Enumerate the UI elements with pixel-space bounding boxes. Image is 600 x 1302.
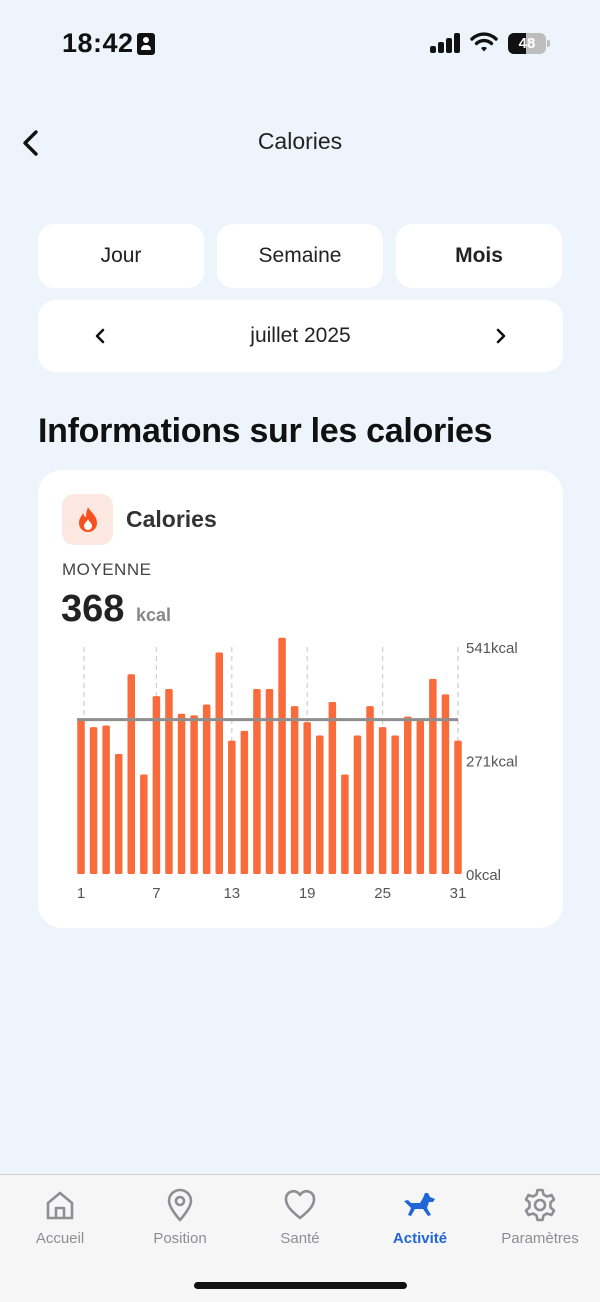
chart-bar	[77, 719, 85, 874]
back-button[interactable]	[16, 124, 50, 162]
status-bar: 18:42 48	[0, 0, 600, 90]
chart-bar	[152, 696, 161, 874]
y-tick-label: 0kcal	[466, 867, 501, 884]
chart-bar	[127, 674, 136, 874]
heart-icon	[284, 1189, 316, 1220]
contact-card-icon	[137, 33, 155, 55]
flame-icon-badge	[62, 494, 113, 545]
bottom-tab-bar: Accueil Position Santé Activité Paramètr…	[0, 1174, 600, 1302]
chart-bar	[89, 727, 98, 874]
x-tick-label: 1	[77, 885, 85, 902]
chart-bar	[316, 735, 324, 874]
battery-percent: 48	[518, 35, 536, 52]
x-tick-label: 7	[152, 885, 160, 902]
average-unit: kcal	[136, 605, 172, 625]
cellular-signal-icon	[430, 33, 462, 53]
location-pin-icon	[167, 1188, 193, 1222]
chart-bar	[265, 688, 274, 874]
header: Calories	[0, 110, 600, 176]
current-month-label: juillet 2025	[250, 324, 351, 347]
flame-icon	[78, 506, 97, 532]
tab-label: Activité	[392, 1230, 448, 1247]
x-tick-label: 13	[223, 885, 240, 902]
chart-bar	[391, 735, 399, 874]
month-navigator: juillet 2025	[38, 300, 563, 372]
chart-bar	[353, 735, 362, 874]
calories-card: Calories MOYENNE 368 kcal 541kcal 271kcal…	[38, 470, 563, 928]
battery-icon: 48	[508, 33, 550, 54]
tab-label: Paramètres	[501, 1230, 579, 1247]
x-tick-label: 19	[299, 885, 316, 902]
tab-position[interactable]: Position	[120, 1175, 240, 1265]
chart-bar	[102, 725, 110, 874]
chart-bar	[140, 774, 148, 874]
tab-jour[interactable]: Jour	[38, 224, 204, 288]
chevron-left-icon	[95, 328, 105, 344]
x-tick-label: 31	[450, 885, 467, 902]
status-time: 18:42	[62, 28, 134, 58]
tab-parametres[interactable]: Paramètres	[480, 1175, 600, 1265]
tab-label: Santé	[280, 1230, 320, 1247]
x-tick-label: 25	[374, 885, 391, 902]
chart-bar	[290, 706, 299, 874]
chevron-left-icon	[23, 130, 38, 156]
chart-bar	[429, 678, 437, 874]
home-indicator	[194, 1282, 407, 1289]
chart-bar	[240, 730, 249, 874]
previous-month-button[interactable]	[82, 318, 118, 354]
average-value: 368	[61, 588, 125, 630]
period-selector: Jour Semaine Mois	[38, 224, 563, 288]
y-tick-label: 541kcal	[466, 640, 518, 657]
tab-label: Accueil	[35, 1230, 85, 1247]
chart-bar	[190, 715, 198, 874]
tab-activite[interactable]: Activité	[360, 1175, 480, 1265]
card-title: Calories	[126, 506, 217, 532]
chart-bar	[202, 704, 211, 874]
chart-bar	[228, 740, 236, 874]
average-label: MOYENNE	[62, 560, 152, 579]
tab-mois[interactable]: Mois	[396, 224, 562, 288]
chart-bar	[278, 637, 286, 874]
y-tick-label: 271kcal	[466, 753, 518, 770]
tab-semaine[interactable]: Semaine	[217, 224, 383, 288]
chart-bar	[416, 720, 425, 874]
chart-bar	[177, 713, 186, 874]
page-title: Calories	[257, 128, 343, 154]
chart-bar	[215, 652, 223, 874]
chart-bar	[114, 753, 123, 874]
chart-bar	[454, 740, 462, 874]
chart-bar	[328, 701, 337, 874]
wifi-icon	[470, 32, 498, 52]
chart-bar	[441, 694, 450, 874]
next-month-button[interactable]	[483, 318, 519, 354]
chart-bar	[165, 688, 173, 874]
tab-label: Position	[153, 1230, 207, 1247]
chart-bar	[303, 722, 311, 874]
chart-bar	[378, 727, 387, 874]
running-dog-icon	[404, 1193, 435, 1216]
chart-bar	[403, 716, 412, 874]
chart-bar	[341, 774, 349, 874]
gear-icon	[524, 1188, 556, 1222]
tab-accueil[interactable]: Accueil	[0, 1175, 120, 1265]
chart-bar	[366, 706, 374, 874]
chevron-right-icon	[496, 328, 506, 344]
chart-bar	[253, 688, 261, 874]
section-title: Informations sur les calories	[38, 412, 493, 450]
calories-bar-chart: 541kcal 271kcal 0kcal 1 7 13 19 25 31	[77, 637, 518, 902]
home-icon	[46, 1191, 74, 1220]
tab-sante[interactable]: Santé	[240, 1175, 360, 1265]
